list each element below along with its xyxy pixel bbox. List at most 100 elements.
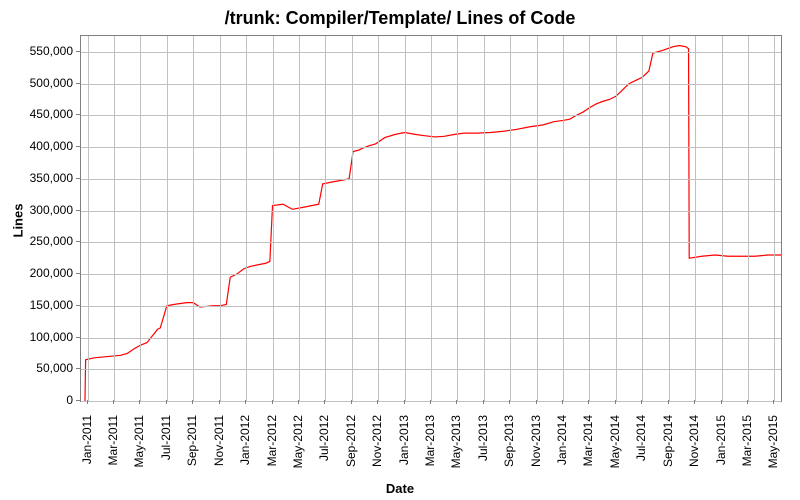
xtick-mark <box>192 400 193 404</box>
ytick-mark <box>76 273 80 274</box>
x-axis-label: Date <box>0 481 800 496</box>
gridline-v <box>695 36 696 401</box>
xtick-label: May-2013 <box>449 415 463 475</box>
gridline-v <box>669 36 670 401</box>
gridline-v <box>405 36 406 401</box>
xtick-mark <box>113 400 114 404</box>
xtick-label: Nov-2014 <box>687 415 701 475</box>
xtick-mark <box>245 400 246 404</box>
xtick-label: May-2011 <box>132 415 146 475</box>
xtick-mark <box>747 400 748 404</box>
xtick-label: Nov-2011 <box>212 415 226 475</box>
xtick-mark <box>773 400 774 404</box>
xtick-label: Jan-2015 <box>714 415 728 475</box>
xtick-label: Jul-2012 <box>317 415 331 475</box>
gridline-v <box>88 36 89 401</box>
gridline-v <box>299 36 300 401</box>
gridline-v <box>484 36 485 401</box>
xtick-label: Nov-2013 <box>529 415 543 475</box>
xtick-label: Jan-2011 <box>80 415 94 475</box>
gridline-v <box>537 36 538 401</box>
chart-title: /trunk: Compiler/Template/ Lines of Code <box>0 8 800 29</box>
xtick-label: May-2015 <box>766 415 780 475</box>
xtick-label: Sep-2013 <box>502 415 516 475</box>
xtick-label: Mar-2013 <box>423 415 437 475</box>
xtick-label: Mar-2015 <box>740 415 754 475</box>
xtick-mark <box>668 400 669 404</box>
gridline-v <box>193 36 194 401</box>
xtick-mark <box>456 400 457 404</box>
ytick-label: 450,000 <box>18 107 73 121</box>
xtick-label: Nov-2012 <box>370 415 384 475</box>
xtick-mark <box>562 400 563 404</box>
xtick-mark <box>721 400 722 404</box>
ytick-mark <box>76 241 80 242</box>
ytick-mark <box>76 305 80 306</box>
xtick-mark <box>166 400 167 404</box>
xtick-mark <box>351 400 352 404</box>
xtick-mark <box>324 400 325 404</box>
gridline-v <box>589 36 590 401</box>
ytick-label: 500,000 <box>18 76 73 90</box>
gridline-v <box>774 36 775 401</box>
ytick-label: 550,000 <box>18 44 73 58</box>
xtick-label: Jul-2013 <box>476 415 490 475</box>
ytick-mark <box>76 368 80 369</box>
xtick-mark <box>298 400 299 404</box>
xtick-label: Sep-2012 <box>344 415 358 475</box>
xtick-mark <box>483 400 484 404</box>
xtick-label: Mar-2012 <box>265 415 279 475</box>
ytick-label: 300,000 <box>18 203 73 217</box>
gridline-v <box>642 36 643 401</box>
gridline-v <box>431 36 432 401</box>
xtick-label: Sep-2011 <box>185 415 199 475</box>
ytick-mark <box>76 146 80 147</box>
xtick-mark <box>219 400 220 404</box>
ytick-mark <box>76 83 80 84</box>
xtick-mark <box>588 400 589 404</box>
ytick-mark <box>76 210 80 211</box>
xtick-mark <box>641 400 642 404</box>
gridline-v <box>457 36 458 401</box>
ytick-label: 0 <box>18 393 73 407</box>
xtick-mark <box>377 400 378 404</box>
ytick-mark <box>76 400 80 401</box>
gridline-v <box>273 36 274 401</box>
xtick-mark <box>272 400 273 404</box>
xtick-mark <box>404 400 405 404</box>
xtick-mark <box>509 400 510 404</box>
ytick-label: 50,000 <box>18 361 73 375</box>
ytick-mark <box>76 51 80 52</box>
gridline-v <box>220 36 221 401</box>
ytick-mark <box>76 114 80 115</box>
ytick-label: 150,000 <box>18 298 73 312</box>
xtick-label: May-2014 <box>608 415 622 475</box>
ytick-mark <box>76 178 80 179</box>
plot-area <box>80 35 782 402</box>
gridline-v <box>167 36 168 401</box>
xtick-mark <box>694 400 695 404</box>
loc-chart: /trunk: Compiler/Template/ Lines of Code… <box>0 0 800 500</box>
ytick-label: 400,000 <box>18 139 73 153</box>
gridline-v <box>616 36 617 401</box>
ytick-label: 250,000 <box>18 234 73 248</box>
gridline-v <box>246 36 247 401</box>
xtick-mark <box>536 400 537 404</box>
xtick-label: Sep-2014 <box>661 415 675 475</box>
series-line <box>85 46 781 401</box>
xtick-label: Jan-2012 <box>238 415 252 475</box>
gridline-v <box>748 36 749 401</box>
gridline-v <box>510 36 511 401</box>
ytick-mark <box>76 337 80 338</box>
xtick-mark <box>139 400 140 404</box>
gridline-v <box>325 36 326 401</box>
xtick-mark <box>615 400 616 404</box>
xtick-label: Mar-2014 <box>581 415 595 475</box>
xtick-label: Jul-2014 <box>634 415 648 475</box>
gridline-v <box>114 36 115 401</box>
gridline-v <box>563 36 564 401</box>
xtick-mark <box>87 400 88 404</box>
gridline-v <box>722 36 723 401</box>
xtick-mark <box>430 400 431 404</box>
gridline-v <box>352 36 353 401</box>
